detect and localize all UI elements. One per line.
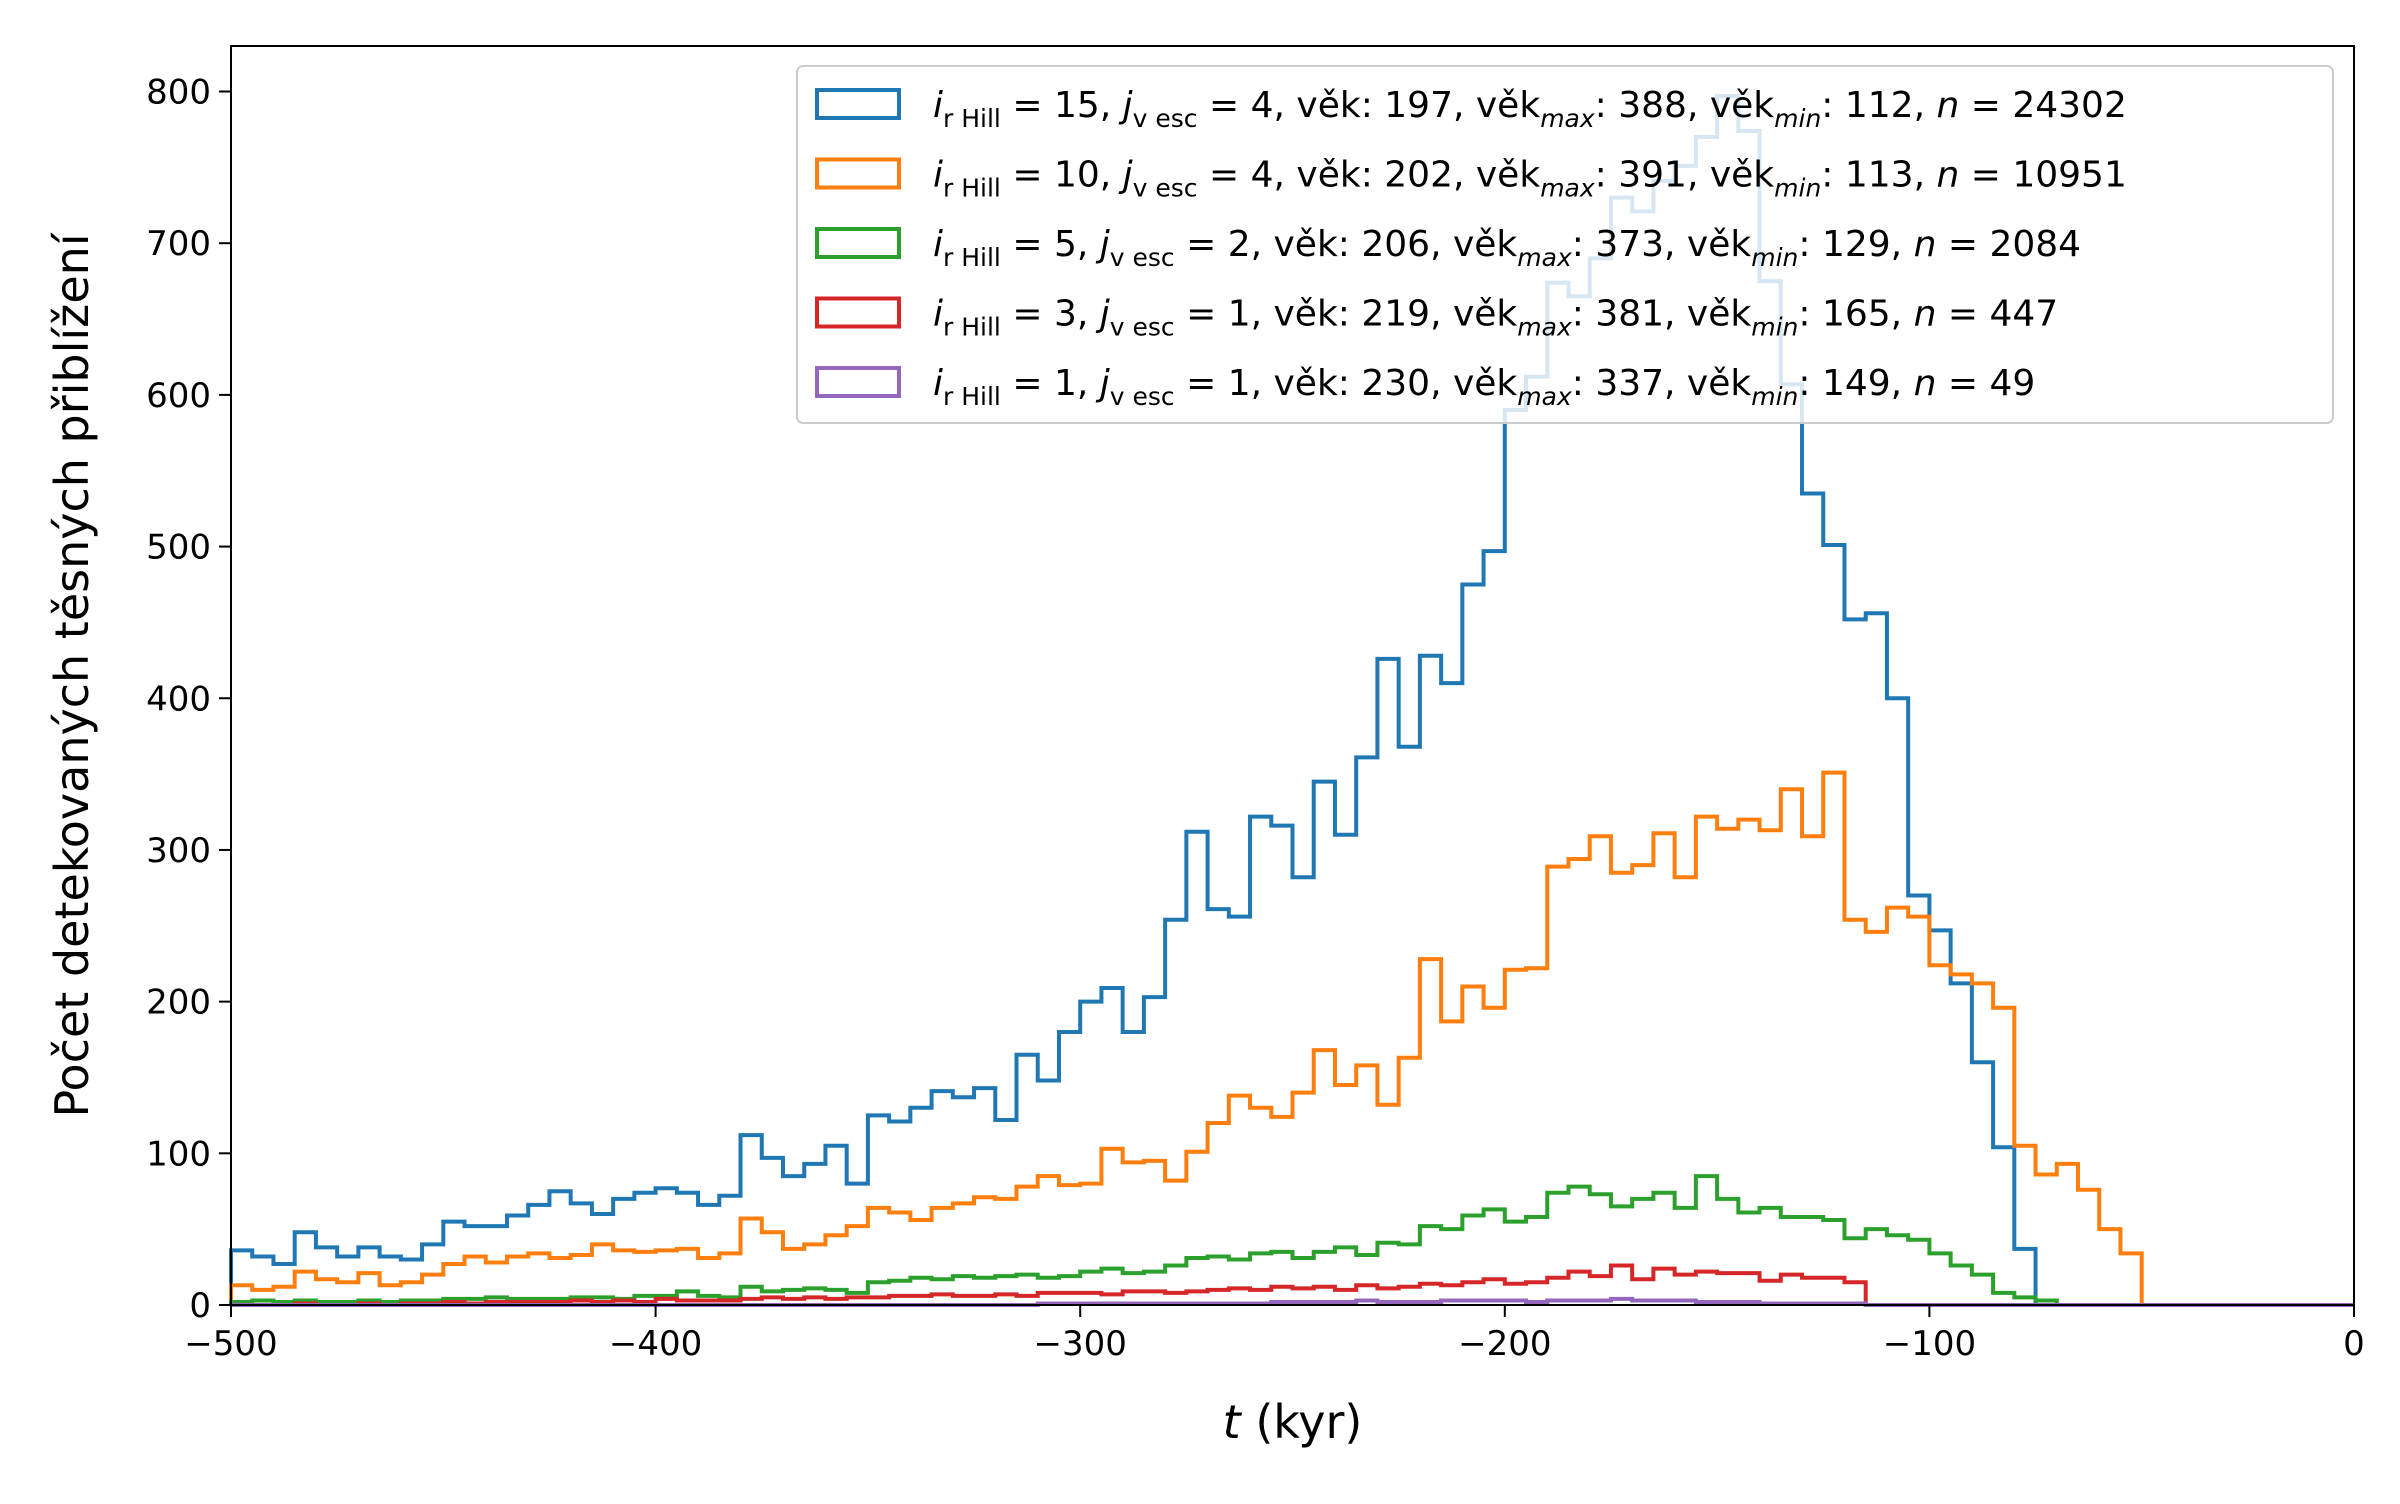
legend-entry-2: ir Hill = 10, jv esc = 4, věk: 202, věkm… — [933, 155, 2127, 203]
legend-swatch-2 — [815, 157, 901, 190]
legend-vek: = 1, věk: 219, věk — [1175, 294, 1518, 335]
legend-i-subscript: r Hill — [943, 382, 1001, 411]
x-axis-variable: t — [1223, 1395, 1243, 1449]
histogram-series-1 — [229, 94, 2354, 1307]
legend-n-symbol: n — [1936, 155, 1959, 196]
y-tick-label: 400 — [146, 679, 211, 719]
y-tick-label: 300 — [146, 831, 211, 871]
legend-i-subscript: r Hill — [943, 313, 1001, 342]
legend-swatch-5 — [815, 366, 901, 398]
legend-max-subscript: max — [1540, 104, 1595, 133]
legend-max-subscript: max — [1517, 243, 1572, 272]
legend-j-subscript: v esc — [1110, 313, 1175, 342]
legend-vek-min: : 149, — [1798, 363, 1913, 404]
legend-vek-min: : 129, — [1798, 224, 1913, 265]
histogram-series-3 — [229, 1174, 2354, 1307]
legend-j-subscript: v esc — [1110, 382, 1175, 411]
histogram-series-2 — [229, 770, 2354, 1307]
legend-n-value: = 24302 — [1959, 85, 2127, 126]
legend-entry-5: ir Hill = 1, jv esc = 1, věk: 230, věkma… — [933, 363, 2035, 411]
legend-vek-max: : 337, věk — [1572, 363, 1752, 404]
legend-vek-min: : 165, — [1798, 294, 1913, 335]
x-tick-label: −500 — [184, 1324, 277, 1364]
legend: ir Hill = 15, jv esc = 4, věk: 197, věkm… — [796, 65, 2334, 424]
x-axis-unit: (kyr) — [1255, 1395, 1362, 1449]
legend-i-value: = 10, — [1001, 155, 1123, 196]
x-tick-label: −100 — [1883, 1324, 1976, 1364]
legend-vek-max: : 373, věk — [1572, 224, 1752, 265]
legend-i-symbol: i — [933, 85, 943, 126]
y-tick-label: 500 — [146, 528, 211, 568]
legend-vek-max: : 381, věk — [1572, 294, 1752, 335]
legend-n-symbol: n — [1914, 224, 1937, 265]
legend-min-subscript: min — [1751, 313, 1798, 342]
legend-i-subscript: r Hill — [943, 104, 1001, 133]
legend-vek-min: : 113, — [1821, 155, 1936, 196]
legend-min-subscript: min — [1774, 174, 1821, 203]
legend-vek: = 4, věk: 197, věk — [1198, 85, 1541, 126]
legend-swatch-3 — [815, 227, 901, 259]
y-axis-title: Počet detekovaných těsných přiblížení — [45, 232, 99, 1117]
legend-box — [796, 65, 2334, 424]
legend-n-symbol: n — [1914, 363, 1937, 404]
y-axis: 0 100 200 300 400 500 600 700 800 — [146, 73, 231, 1326]
x-tick-label: −200 — [1458, 1324, 1551, 1364]
legend-i-value: = 15, — [1001, 85, 1123, 126]
legend-i-subscript: r Hill — [943, 243, 1001, 272]
legend-vek: = 1, věk: 230, věk — [1175, 363, 1518, 404]
legend-entry-1: ir Hill = 15, jv esc = 4, věk: 197, věkm… — [933, 85, 2127, 133]
x-tick-label: 0 — [2343, 1324, 2365, 1364]
y-tick-label: 100 — [146, 1134, 211, 1174]
legend-n-value: = 49 — [1936, 363, 2035, 404]
legend-swatch-4 — [815, 296, 901, 329]
legend-i-value: = 1, — [1001, 363, 1100, 404]
legend-j-subscript: v esc — [1110, 243, 1175, 272]
x-axis: −500 −400 −300 −200 −100 0 — [184, 1305, 2365, 1364]
x-tick-label: −300 — [1034, 1324, 1127, 1364]
x-axis-space — [1241, 1395, 1256, 1449]
plot-area-frame — [230, 45, 2355, 1306]
x-tick-label: −400 — [609, 1324, 702, 1364]
legend-vek: = 2, věk: 206, věk — [1175, 224, 1518, 265]
legend-j-subscript: v esc — [1133, 174, 1198, 203]
legend-min-subscript: min — [1751, 243, 1798, 272]
legend-vek-min: : 112, — [1821, 85, 1936, 126]
y-tick-label: 200 — [146, 983, 211, 1023]
legend-max-subscript: max — [1540, 174, 1595, 203]
legend-min-subscript: min — [1774, 104, 1821, 133]
legend-i-symbol: i — [933, 224, 943, 265]
legend-n-value: = 447 — [1936, 294, 2058, 335]
x-axis-title: t (kyr) — [1223, 1395, 1363, 1449]
legend-i-symbol: i — [933, 363, 943, 404]
legend-j-subscript: v esc — [1133, 104, 1198, 133]
legend-n-value: = 2084 — [1936, 224, 2081, 265]
legend-min-subscript: min — [1751, 382, 1798, 411]
legend-max-subscript: max — [1517, 313, 1572, 342]
series-layer — [229, 94, 2354, 1307]
legend-vek: = 4, věk: 202, věk — [1198, 155, 1541, 196]
y-tick-label: 0 — [189, 1286, 211, 1326]
legend-i-value: = 5, — [1001, 224, 1100, 265]
legend-max-subscript: max — [1517, 382, 1572, 411]
legend-swatch-1 — [815, 88, 901, 120]
legend-i-subscript: r Hill — [943, 174, 1001, 203]
legend-entry-4: ir Hill = 3, jv esc = 1, věk: 219, věkma… — [933, 294, 2058, 342]
y-tick-label: 700 — [146, 224, 211, 264]
legend-vek-max: : 391, věk — [1595, 155, 1775, 196]
histogram-series-4 — [231, 1263, 2354, 1307]
legend-n-value: = 10951 — [1959, 155, 2127, 196]
legend-i-symbol: i — [933, 155, 943, 196]
legend-n-symbol: n — [1936, 85, 1959, 126]
y-tick-label: 800 — [146, 73, 211, 113]
legend-i-value: = 3, — [1001, 294, 1100, 335]
legend-vek-max: : 388, věk — [1595, 85, 1775, 126]
y-tick-label: 600 — [146, 376, 211, 416]
legend-entry-3: ir Hill = 5, jv esc = 2, věk: 206, věkma… — [933, 224, 2081, 272]
legend-i-symbol: i — [933, 294, 943, 335]
legend-n-symbol: n — [1914, 294, 1937, 335]
